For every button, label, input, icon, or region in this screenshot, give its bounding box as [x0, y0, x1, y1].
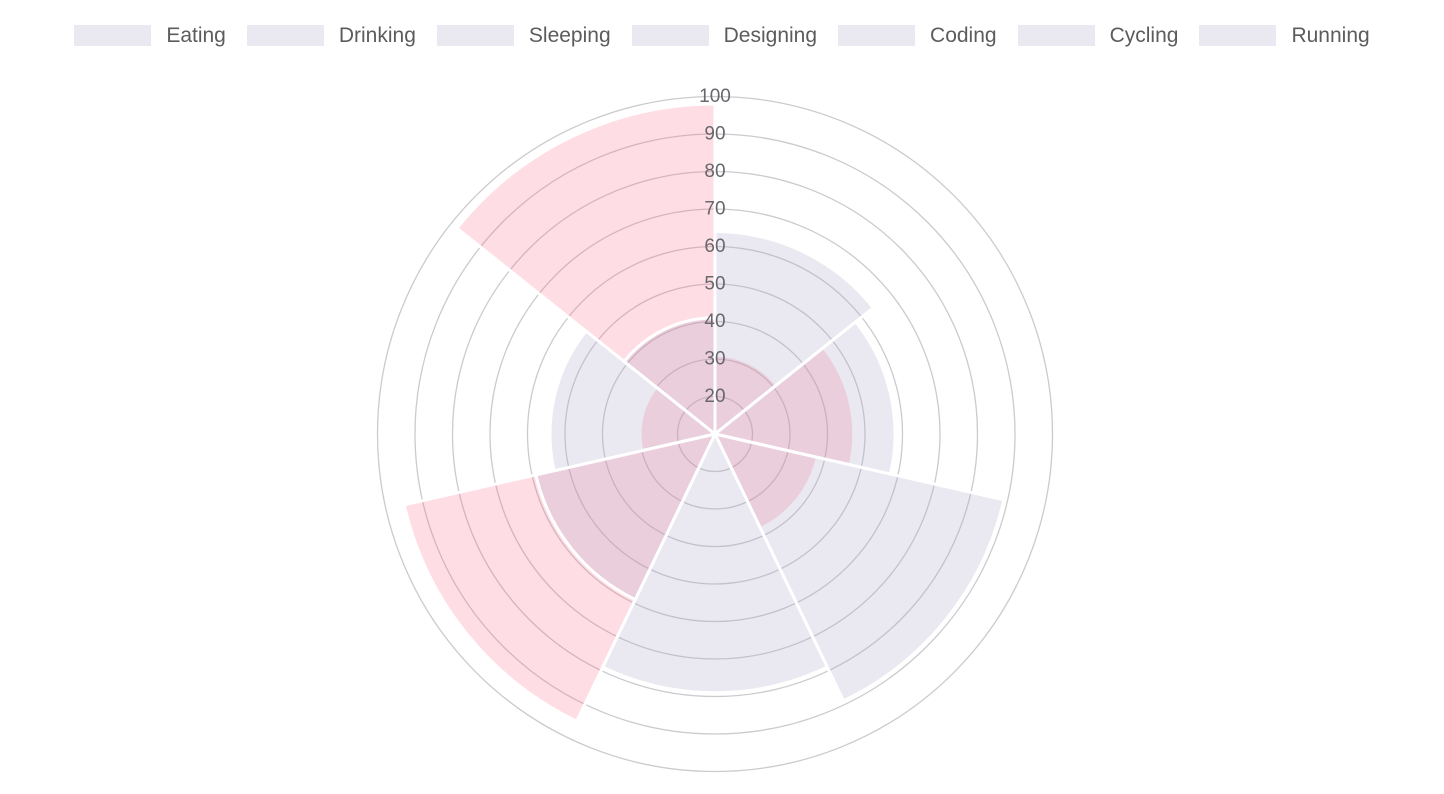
sector-lavender-series-eating[interactable] — [713, 230, 875, 436]
legend-item-coding[interactable]: Coding — [838, 25, 997, 46]
legend-swatch-cycling — [1017, 25, 1095, 46]
chart-sectors — [402, 102, 1006, 723]
legend-item-designing[interactable]: Designing — [631, 24, 818, 47]
tick-label-40: 40 — [704, 311, 725, 332]
tick-label-100: 100 — [699, 86, 731, 107]
tick-label-60: 60 — [704, 236, 725, 257]
sector-pink-series-coding[interactable] — [402, 432, 717, 723]
sector-lavender-series-drinking[interactable] — [713, 320, 897, 476]
tick-label-30: 30 — [704, 349, 725, 370]
legend-item-drinking[interactable]: Drinking — [246, 24, 416, 47]
tick-label-70: 70 — [704, 199, 725, 220]
sector-pink-series-eating[interactable] — [713, 353, 779, 436]
legend-swatch-drinking — [246, 25, 324, 46]
tick-label-20: 20 — [704, 386, 725, 407]
radial-tick-labels: 20 30 40 50 60 70 80 90 100 — [699, 86, 731, 407]
sector-lavender-series-cycling[interactable] — [548, 329, 717, 473]
tick-label-80: 80 — [704, 161, 725, 182]
legend-label: Eating — [166, 24, 226, 47]
legend-swatch-designing — [631, 25, 709, 46]
legend-swatch-eating — [74, 25, 152, 46]
legend-label: Cycling — [1109, 24, 1179, 47]
sector-pink-series-cycling[interactable] — [638, 385, 717, 453]
tick-label-50: 50 — [704, 274, 725, 295]
sector-pink-series-sleeping[interactable] — [713, 432, 819, 531]
sector-lavender-series-sleeping[interactable] — [713, 432, 1006, 703]
sector-pink-series-running[interactable] — [455, 102, 717, 436]
chart-legend: Eating Drinking Sleeping Designing Coding Cyc… — [0, 25, 1444, 46]
legend-label: Sleeping — [528, 24, 611, 47]
legend-item-running[interactable]: Running — [1199, 24, 1370, 47]
legend-label: Designing — [723, 24, 818, 47]
sector-pink-series-drinking[interactable] — [713, 345, 856, 467]
legend-swatch-coding — [838, 25, 916, 46]
tick-label-90: 90 — [704, 124, 725, 145]
legend-label: Coding — [930, 24, 997, 47]
sector-lavender-series-running[interactable] — [622, 316, 717, 436]
legend-swatch-running — [1199, 25, 1277, 46]
legend-item-eating[interactable]: Eating — [74, 25, 226, 46]
grid-ring-100 — [376, 95, 1054, 773]
legend-item-sleeping[interactable]: Sleeping — [436, 24, 611, 47]
legend-item-cycling[interactable]: Cycling — [1017, 24, 1179, 47]
sector-lavender-series-coding[interactable] — [534, 432, 717, 602]
legend-label: Drinking — [338, 24, 416, 47]
sector-lavender-series-designing[interactable] — [601, 432, 829, 695]
legend-swatch-sleeping — [436, 25, 514, 46]
legend-label: Running — [1291, 24, 1370, 47]
